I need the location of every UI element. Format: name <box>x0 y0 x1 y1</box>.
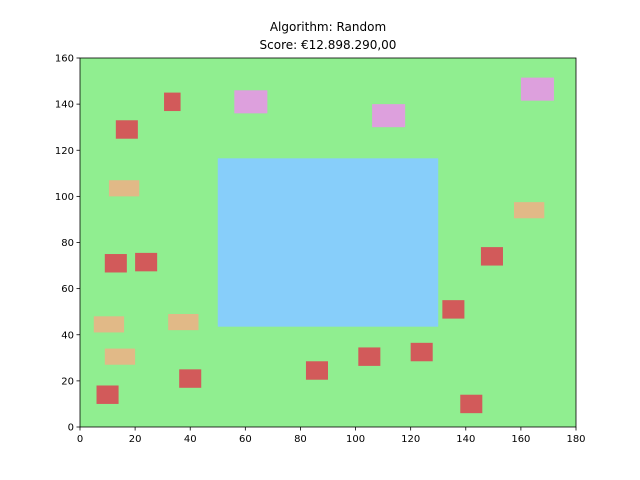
house-red-9 <box>442 300 465 319</box>
y-tick-label: 120 <box>55 146 74 157</box>
house-red-3 <box>135 252 158 272</box>
y-tick-label: 0 <box>68 423 74 434</box>
house-red-2 <box>104 254 127 273</box>
y-tick-label: 40 <box>61 330 74 341</box>
plot-area <box>80 58 576 427</box>
house-red-11 <box>460 394 483 414</box>
water-area <box>217 158 439 327</box>
house-red-10 <box>480 247 503 266</box>
house-pink-18 <box>372 104 406 128</box>
house-red-4 <box>179 369 202 388</box>
y-tick-label: 160 <box>55 54 74 65</box>
house-pink-19 <box>520 77 554 101</box>
x-tick-label: 140 <box>456 434 475 445</box>
x-tick-label: 100 <box>346 434 365 445</box>
x-tick-label: 160 <box>511 434 530 445</box>
y-tick-label: 60 <box>61 284 74 295</box>
house-beige-16 <box>514 202 545 219</box>
house-red-1 <box>115 120 138 139</box>
house-red-0 <box>164 92 181 112</box>
x-tick-label: 60 <box>239 434 252 445</box>
x-tick-label: 20 <box>129 434 142 445</box>
house-beige-15 <box>104 348 136 365</box>
y-tick-label: 20 <box>61 376 74 387</box>
y-tick-label: 80 <box>61 238 74 249</box>
x-tick-label: 120 <box>401 434 420 445</box>
house-red-7 <box>358 347 381 366</box>
y-tick-label: 140 <box>55 100 74 111</box>
y-tick-label: 100 <box>55 192 74 203</box>
house-beige-14 <box>168 313 199 331</box>
house-pink-17 <box>234 90 268 114</box>
x-tick-label: 40 <box>184 434 197 445</box>
x-tick-label: 80 <box>294 434 307 445</box>
x-tick-label: 0 <box>77 434 83 445</box>
house-beige-13 <box>93 316 125 333</box>
axes: 0 20 40 60 80 100 120 140 160 180 0 20 40 60 80 100 120 1… <box>55 54 586 446</box>
house-beige-12 <box>108 180 140 197</box>
chart-subtitle: Score: €12.898.290,00 <box>260 38 397 52</box>
house-red-5 <box>96 385 119 404</box>
house-red-6 <box>305 361 328 380</box>
house-red-8 <box>410 342 433 362</box>
x-tick-label: 180 <box>566 434 585 445</box>
chart-title: Algorithm: Random <box>270 20 386 34</box>
